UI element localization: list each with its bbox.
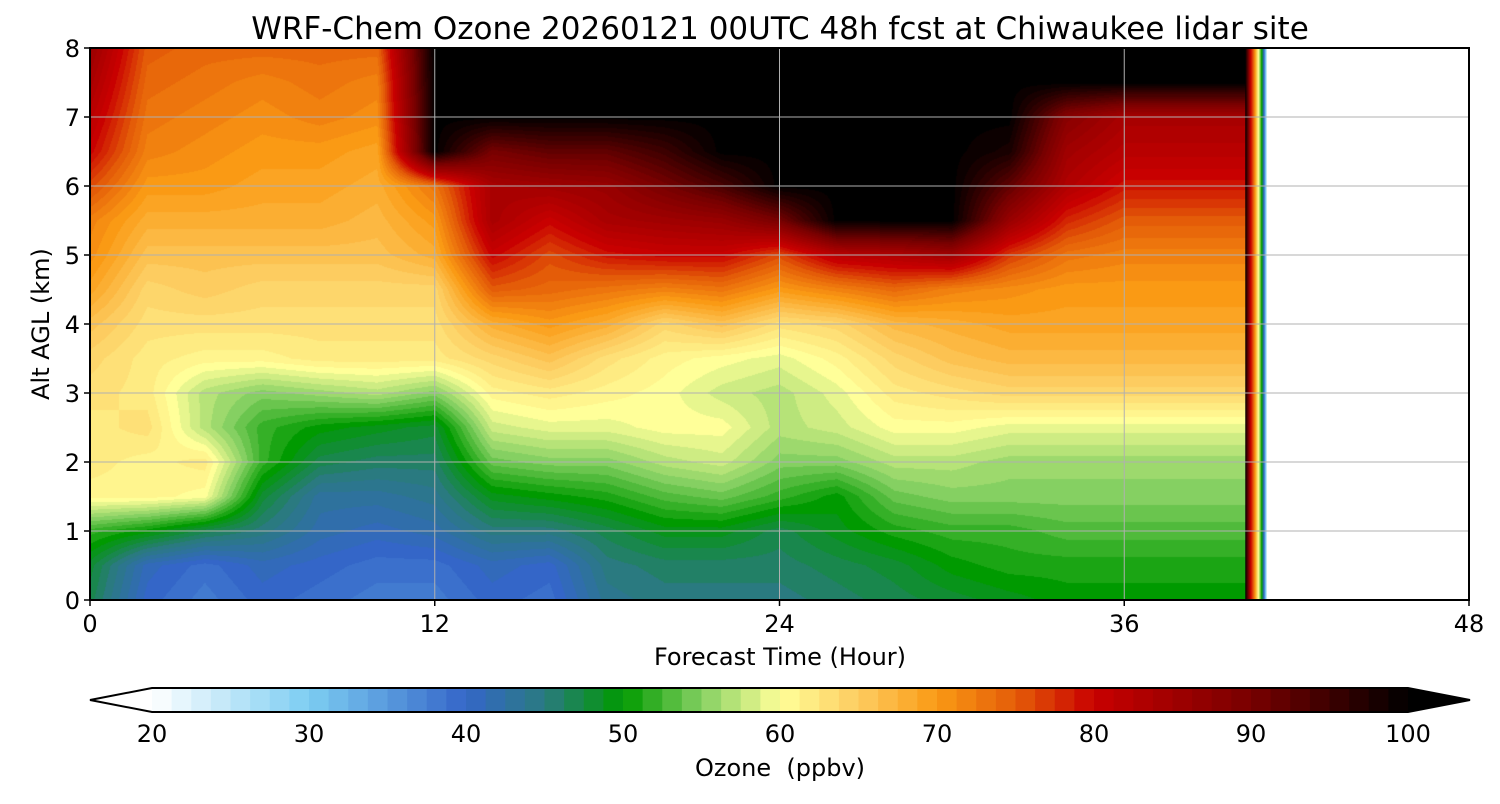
colorbar-bin: [505, 688, 526, 712]
colorbar-bin: [466, 688, 487, 712]
x-tick-label: 0: [82, 610, 97, 638]
colorbar-bin: [1231, 688, 1252, 712]
colorbar-bin: [740, 688, 761, 712]
colorbar-bin: [701, 688, 722, 712]
colorbar-bin: [191, 688, 212, 712]
x-tick-label: 24: [764, 610, 795, 638]
colorbar-bin: [1349, 688, 1370, 712]
y-tick-label: 6: [65, 173, 80, 201]
colorbar-bin: [623, 688, 644, 712]
colorbar-bin: [995, 688, 1017, 712]
y-tick-label: 4: [65, 311, 80, 339]
colorbar-bin: [1133, 688, 1154, 712]
colorbar-bin: [1172, 688, 1193, 712]
colorbar-bin: [564, 688, 585, 712]
colorbar-tick-label: 100: [1385, 720, 1431, 748]
colorbar-bin: [1368, 688, 1389, 712]
y-tick-label: 3: [65, 380, 80, 408]
colorbar-bin: [524, 688, 546, 712]
chart-title: WRF-Chem Ozone 20260121 00UTC 48h fcst a…: [251, 11, 1309, 47]
colorbar-bin: [976, 688, 997, 712]
x-tick-label: 12: [419, 610, 450, 638]
colorbar-tick-label: 20: [137, 720, 168, 748]
colorbar-extend-max: [1408, 688, 1470, 712]
colorbar-bin: [897, 688, 918, 712]
colorbar-extend-min: [90, 688, 152, 712]
colorbar-bin: [328, 688, 349, 712]
colorbar-bin: [407, 688, 428, 712]
colorbar-bin: [642, 688, 663, 712]
colorbar-bin: [662, 688, 683, 712]
colorbar-bin: [1309, 688, 1331, 712]
colorbar-bin: [799, 688, 820, 712]
colorbar-bin: [210, 688, 232, 712]
y-tick-label: 0: [65, 587, 80, 615]
colorbar-bin: [917, 688, 938, 712]
colorbar-bin: [1054, 688, 1075, 712]
colorbar-outline: [89, 687, 1471, 713]
y-tick-label: 1: [65, 518, 80, 546]
colorbar-bin: [721, 688, 742, 712]
colorbar-tick-label: 90: [1236, 720, 1267, 748]
colorbar-bin: [309, 688, 330, 712]
colorbar-bin: [152, 688, 173, 712]
colorbar-bin: [289, 688, 310, 712]
colorbar-bin: [819, 688, 840, 712]
colorbar-bin: [681, 688, 703, 712]
colorbar-tick-label: 60: [765, 720, 796, 748]
colorbar-tick-label: 50: [608, 720, 639, 748]
y-axis-label: Alt AGL (km): [27, 248, 55, 400]
colorbar-tick-label: 80: [1079, 720, 1110, 748]
colorbar-bin: [1192, 688, 1213, 712]
colorbar-bin: [367, 688, 389, 712]
colorbar-tick-label: 30: [294, 720, 325, 748]
colorbar-bin: [387, 688, 408, 712]
x-axis-label: Forecast Time (Hour): [654, 643, 906, 671]
colorbar-bin: [269, 688, 290, 712]
colorbar-bin: [171, 688, 192, 712]
colorbar-bin: [858, 688, 879, 712]
colorbar-bin: [838, 688, 860, 712]
colorbar-bin: [780, 688, 801, 712]
y-tick-label: 2: [65, 449, 80, 477]
colorbar-bin: [1290, 688, 1311, 712]
colorbar-bin: [544, 688, 565, 712]
colorbar-bin: [878, 688, 899, 712]
colorbar-bin: [230, 688, 251, 712]
colorbar-bin: [485, 688, 506, 712]
colorbar-bin: [583, 688, 604, 712]
colorbar-bin: [603, 688, 624, 712]
y-tick-label: 5: [65, 242, 80, 270]
colorbar-bin: [1015, 688, 1036, 712]
colorbar-bin: [1329, 688, 1350, 712]
colorbar-bin: [1251, 688, 1272, 712]
colorbar-bin: [1113, 688, 1134, 712]
x-tick-label: 36: [1109, 610, 1140, 638]
colorbar-bin: [426, 688, 447, 712]
colorbar-tick-label: 70: [922, 720, 953, 748]
colorbar-tick-label: 40: [451, 720, 482, 748]
y-tick-label: 8: [65, 35, 80, 63]
colorbar-bin: [1094, 688, 1115, 712]
colorbar-bin: [1388, 688, 1409, 712]
colorbar-bin: [1211, 688, 1232, 712]
colorbar-bin: [1270, 688, 1291, 712]
colorbar-bin: [1035, 688, 1056, 712]
colorbar-bin: [937, 688, 958, 712]
colorbar-bin: [760, 688, 781, 712]
colorbar-bin: [956, 688, 977, 712]
colorbar-bin: [1152, 688, 1174, 712]
colorbar-bin: [446, 688, 467, 712]
colorbar-bin: [1074, 688, 1095, 712]
colorbar-bin: [250, 688, 271, 712]
colorbar-bin: [348, 688, 369, 712]
x-tick-label: 48: [1454, 610, 1485, 638]
y-tick-label: 7: [65, 104, 80, 132]
colorbar-label: Ozone (ppbv): [695, 754, 865, 782]
